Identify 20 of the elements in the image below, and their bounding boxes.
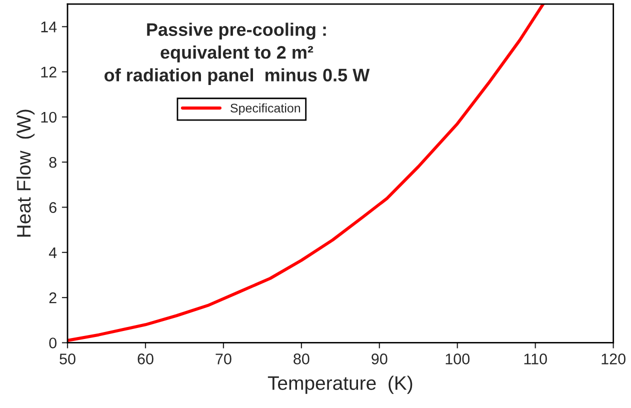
x-tick-label: 90 [372, 354, 388, 364]
y-tick-label: 4 [48, 247, 57, 258]
y-axis-title: Heat Flow (W) [16, 110, 35, 237]
legend-label: Specification [230, 103, 300, 116]
y-tick-label: 8 [49, 156, 56, 168]
y-tick-label: 0 [49, 338, 57, 348]
y-tick-label: 10 [41, 112, 57, 123]
x-tick-label: 50 [60, 354, 76, 364]
y-tick-label: 12 [41, 66, 56, 78]
y-tick-label: 6 [49, 202, 56, 213]
x-tick-label: 120 [602, 354, 626, 364]
x-tick-label: 80 [294, 354, 310, 364]
y-tick-label: 2 [49, 292, 56, 304]
y-tick-label: 14 [41, 22, 57, 32]
text: Passive pre-cooling : equivalent to 2 m² of radiation panel minus 0.5 W [104, 22, 370, 86]
x-tick-label: 110 [524, 354, 547, 364]
x-tick-label: 60 [138, 354, 154, 364]
x-axis-title: Temperature (K) [268, 376, 412, 394]
x-tick-label: 100 [446, 354, 470, 364]
x-tick-label: 70 [216, 354, 232, 364]
